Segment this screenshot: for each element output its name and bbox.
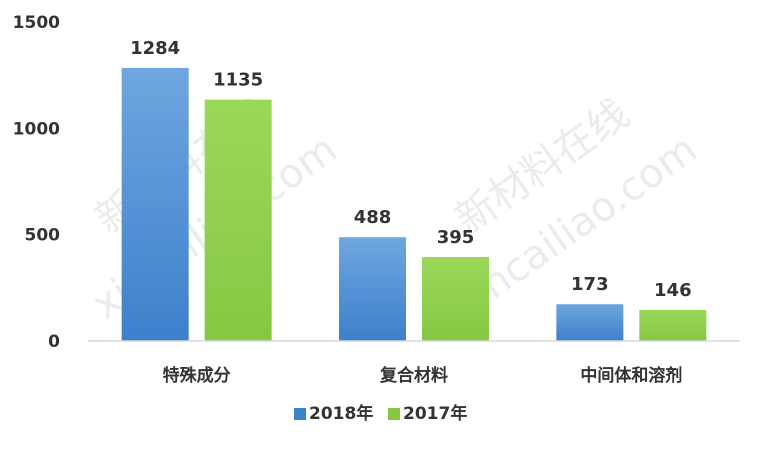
data-label: 488 — [354, 207, 392, 228]
legend-label: 2017年 — [403, 403, 467, 424]
bar-series: 1284 1135 488 395 173 146 — [121, 38, 707, 341]
x-category-label: 复合材料 — [379, 365, 448, 386]
bar-series-2-1 — [204, 99, 272, 341]
y-tick-label: 500 — [25, 226, 61, 246]
x-category-label: 中间体和溶剂 — [580, 365, 682, 386]
data-label: 1284 — [130, 38, 180, 59]
data-label: 395 — [437, 227, 475, 248]
legend-swatch — [388, 408, 400, 420]
legend: 2018年 2017年 — [294, 403, 467, 424]
legend-swatch — [294, 408, 306, 420]
y-tick-label: 0 — [48, 332, 60, 352]
bar-series-1-3 — [556, 304, 624, 341]
y-tick-label: 1500 — [13, 13, 60, 33]
x-category-label: 特殊成分 — [163, 365, 231, 386]
data-label: 1135 — [213, 70, 263, 91]
data-label: 146 — [654, 280, 692, 301]
legend-label: 2018年 — [309, 403, 373, 424]
y-tick-label: 1000 — [13, 119, 60, 139]
y-axis: 0 500 1000 1500 — [13, 13, 60, 352]
data-label: 173 — [571, 274, 609, 295]
bar-series-2-3 — [639, 309, 707, 341]
bar-series-1-1 — [121, 67, 189, 341]
x-axis-categories: 特殊成分 复合材料 中间体和溶剂 — [163, 365, 683, 386]
bar-series-1-2 — [339, 237, 406, 341]
bar-series-2-2 — [422, 256, 489, 341]
